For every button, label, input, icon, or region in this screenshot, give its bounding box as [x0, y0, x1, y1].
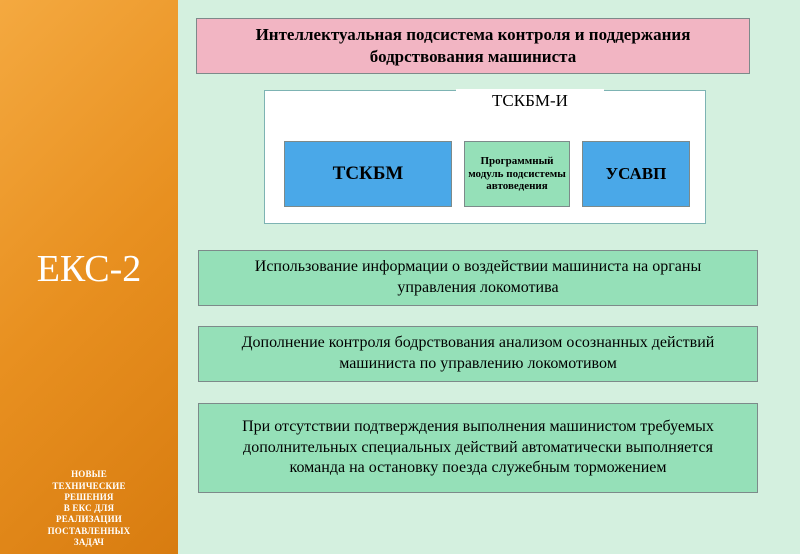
- main-area: Интеллектуальная подсистема контроля и п…: [178, 0, 800, 554]
- info-box-3: При отсутствии подтверждения выполнения …: [198, 403, 758, 493]
- sidebar-title: ЕКС-2: [0, 250, 178, 290]
- tskbm-block: ТСКБМ: [284, 141, 452, 207]
- sidebar-caption: НОВЫЕТЕХНИЧЕСКИЕРЕШЕНИЯВ ЕКС ДЛЯРЕАЛИЗАЦ…: [0, 469, 178, 548]
- header-box: Интеллектуальная подсистема контроля и п…: [196, 18, 750, 74]
- container-label: ТСКБМ-И: [456, 89, 604, 113]
- prog-module-block: Программный модуль подсистемы автоведени…: [464, 141, 570, 207]
- info-box-1: Использование информации о воздействии м…: [198, 250, 758, 306]
- usavp-block: УСАВП: [582, 141, 690, 207]
- sidebar: ЕКС-2 НОВЫЕТЕХНИЧЕСКИЕРЕШЕНИЯВ ЕКС ДЛЯРЕ…: [0, 0, 178, 554]
- info-box-2: Дополнение контроля бодрствования анализ…: [198, 326, 758, 382]
